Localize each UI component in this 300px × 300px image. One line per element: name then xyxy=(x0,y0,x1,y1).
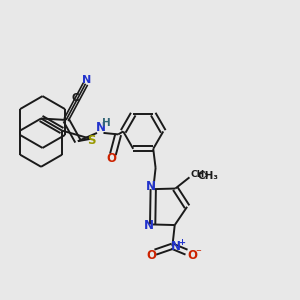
Text: N: N xyxy=(146,180,156,193)
Text: ⁻: ⁻ xyxy=(195,248,201,258)
Text: N: N xyxy=(171,240,181,253)
Text: +: + xyxy=(178,238,185,247)
Text: CH₃: CH₃ xyxy=(198,171,219,181)
Text: S: S xyxy=(87,134,96,147)
Text: O: O xyxy=(106,152,116,165)
Text: N: N xyxy=(144,219,154,232)
Text: N: N xyxy=(95,121,106,134)
Text: H: H xyxy=(102,118,111,128)
Text: O: O xyxy=(146,249,156,262)
Text: N: N xyxy=(82,75,91,85)
Text: O: O xyxy=(188,249,197,262)
Text: CH₃: CH₃ xyxy=(191,170,209,179)
Text: C: C xyxy=(71,93,79,103)
